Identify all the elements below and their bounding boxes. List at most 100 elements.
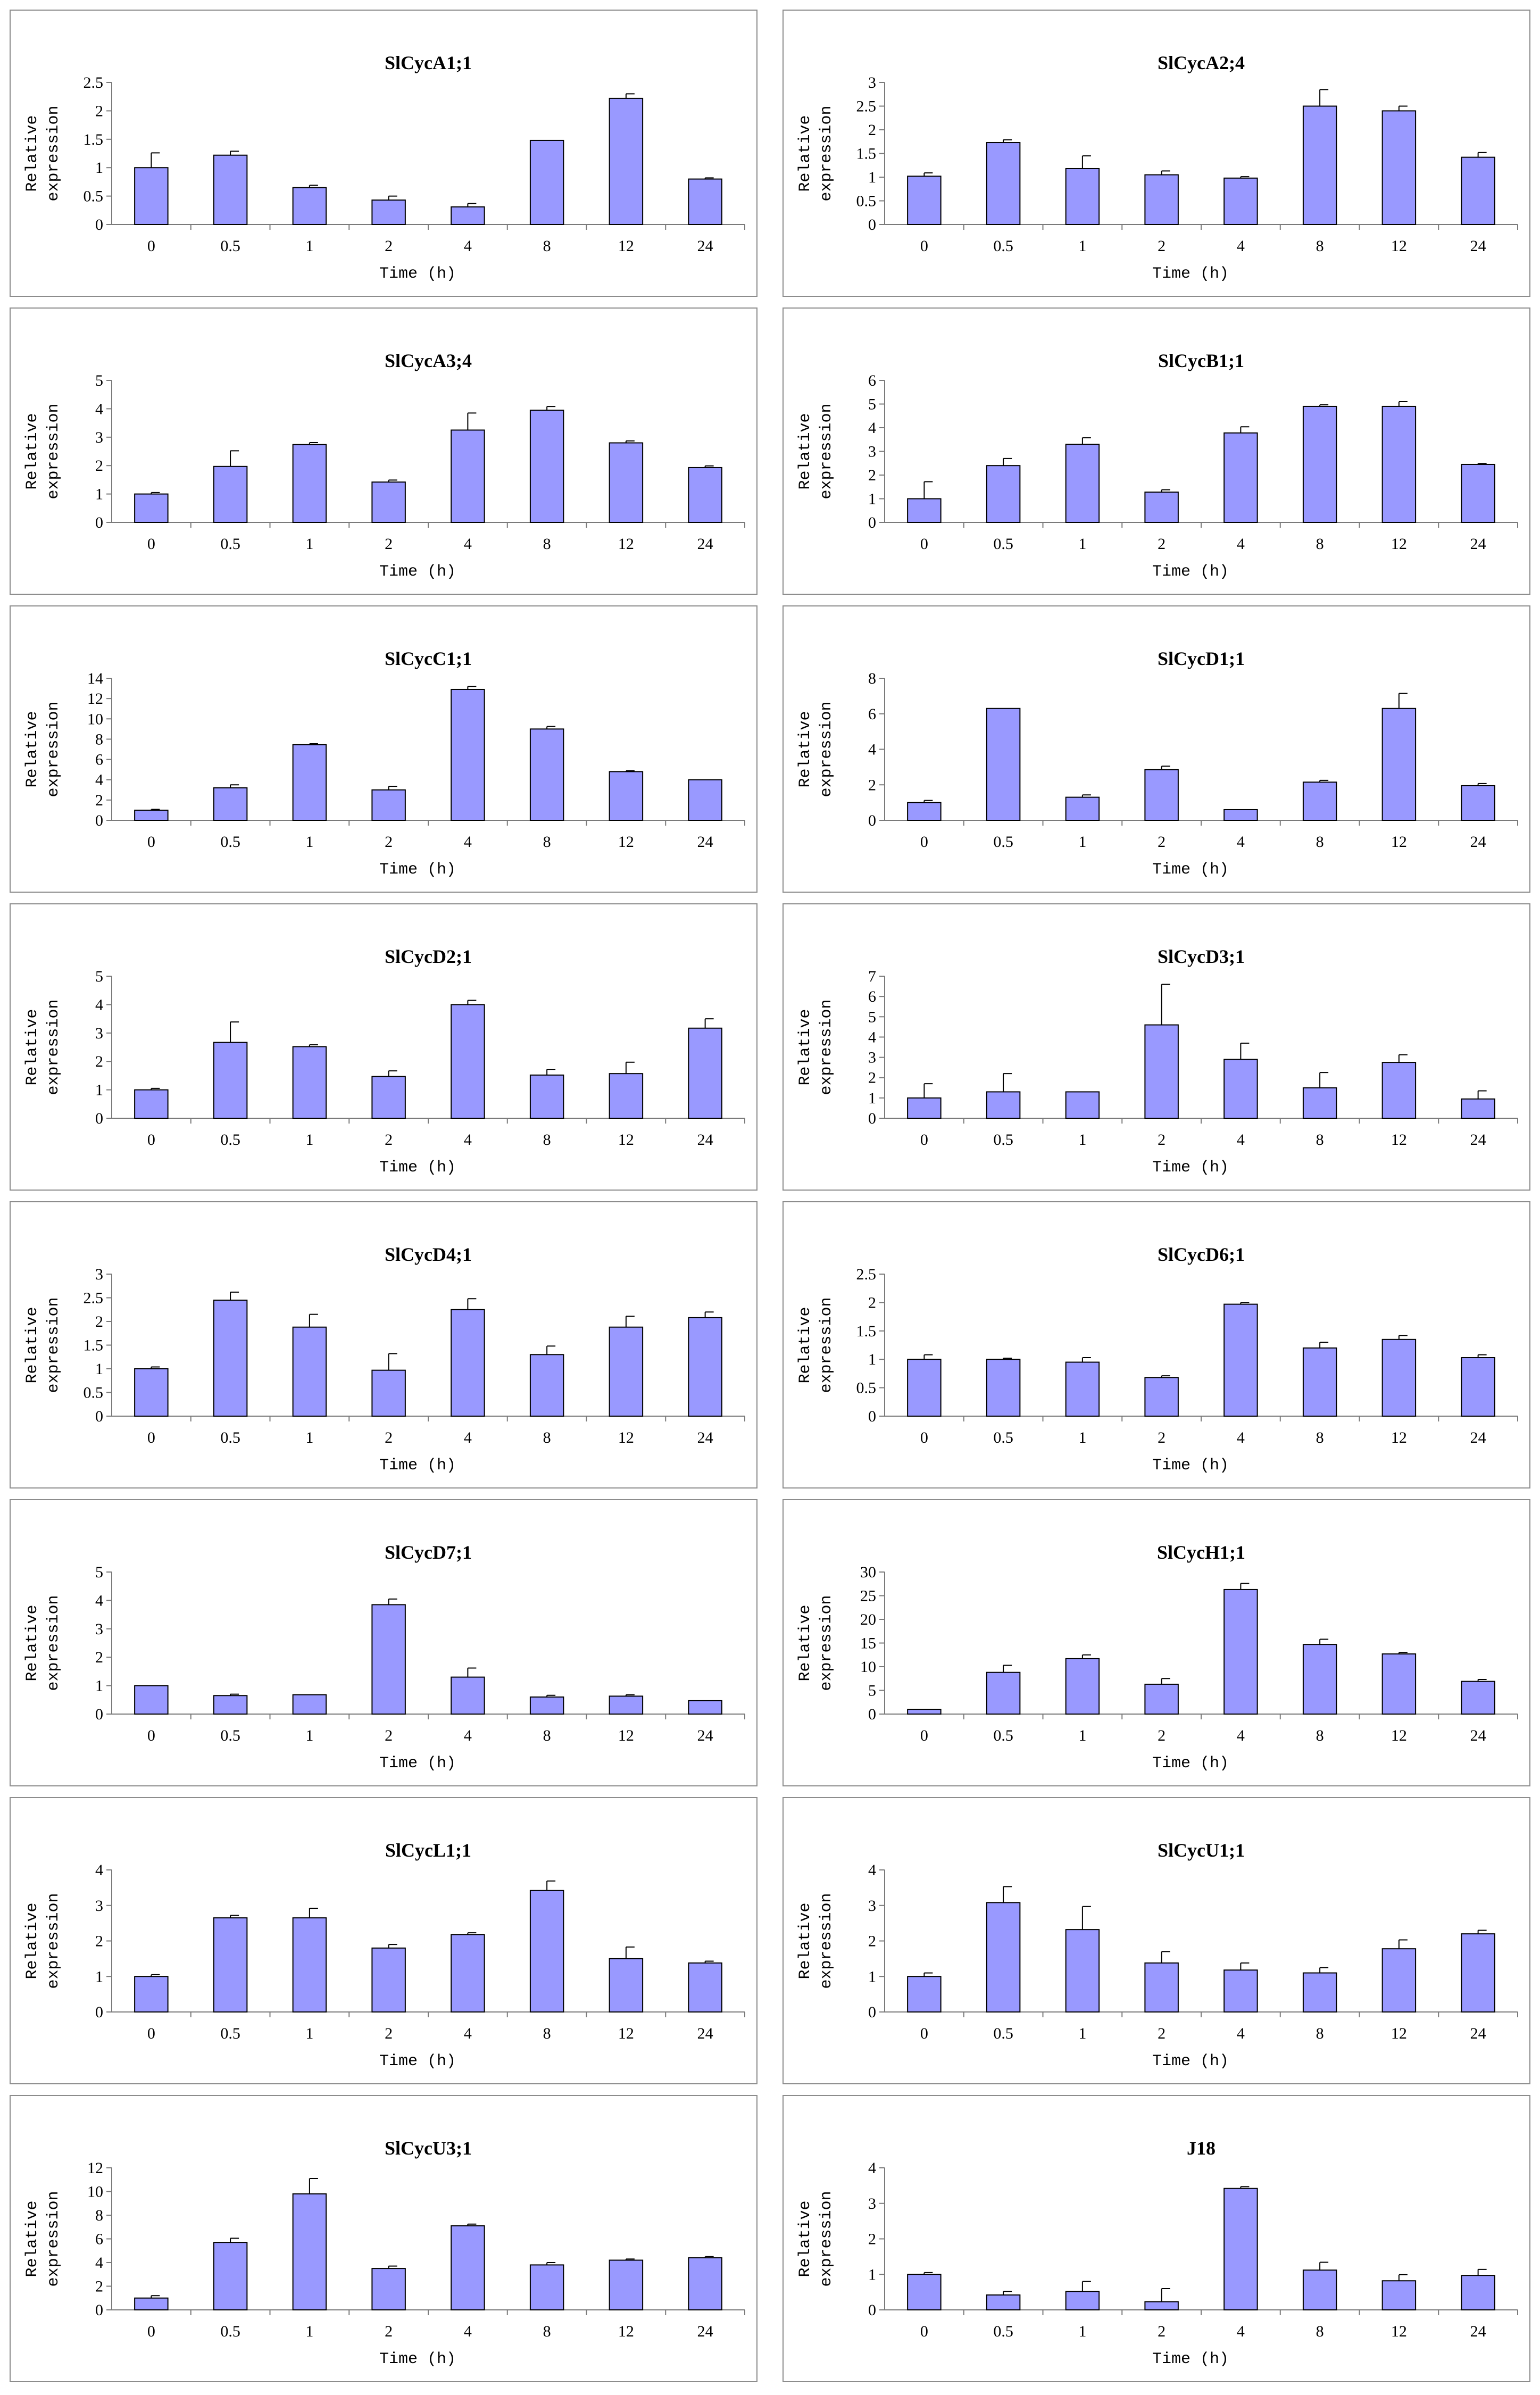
y-tick-label: 4 [95, 1861, 103, 1879]
y-tick-label: 3 [95, 1620, 103, 1638]
bar [1302, 405, 1337, 523]
x-tick-label: 1 [1078, 2025, 1086, 2042]
bar [529, 1890, 564, 2013]
chart-panel: SlCycD7;1 0 1 2 3 4 5 0 0.5 1 2 4 8 12 24 Time (h) Relat… [10, 1499, 757, 1786]
x-tick-label: 24 [1470, 2025, 1486, 2042]
chart-title: SlCycD1;1 [1158, 648, 1245, 669]
y-tick-label: 30 [860, 1564, 876, 1581]
y-tick-label: 2 [95, 792, 103, 809]
y-axis-label: Relative [796, 413, 814, 489]
chart-panel: SlCycU3;1 0 2 4 6 8 10 12 0 0.5 1 2 4 8 12 24 Time (h) Re… [10, 2095, 757, 2382]
x-tick-label: 4 [1237, 1131, 1245, 1149]
y-tick-label: 5 [868, 396, 876, 413]
y-tick-label: 0 [868, 1110, 876, 1127]
x-tick-label: 0.5 [220, 1727, 240, 1744]
bar [451, 1004, 485, 1119]
bar [1381, 708, 1417, 821]
x-tick-label: 1 [1078, 237, 1086, 255]
bar [371, 1076, 406, 1119]
y-tick-label: 8 [95, 2207, 103, 2224]
y-tick-label: 1 [868, 2266, 876, 2283]
x-tick-label: 24 [697, 833, 713, 851]
y-axis-label: expression [45, 701, 63, 797]
x-tick-label: 2 [385, 237, 393, 255]
bar [1144, 1024, 1179, 1119]
chart-panel: SlCycD1;1 0 2 4 6 8 0 0.5 1 2 4 8 12 24 Time (h) Relati… [783, 605, 1530, 893]
x-tick-label: 24 [697, 1131, 713, 1149]
y-tick-label: 8 [868, 670, 876, 687]
bar [609, 1958, 644, 2013]
bar [529, 139, 564, 225]
y-tick-label: 6 [95, 2231, 103, 2248]
y-axis-label: Relative [23, 1604, 41, 1681]
y-axis-label: expression [818, 1297, 836, 1393]
y-tick-label: 20 [860, 1611, 876, 1628]
y-tick-label: 0 [868, 812, 876, 829]
bar [1381, 110, 1417, 225]
chart-title: SlCycU1;1 [1158, 1840, 1245, 1861]
x-tick-label: 12 [1391, 1131, 1407, 1149]
x-tick-label: 8 [543, 833, 551, 851]
bar [1065, 1929, 1100, 2013]
chart-panel: SlCycC1;1 0 2 4 6 8 10 12 14 0 0.5 1 2 4 8 12 24 Time (h)… [10, 605, 757, 893]
y-tick-label: 3 [868, 443, 876, 461]
y-tick-label: 0.5 [856, 193, 877, 210]
y-axis-label: expression [45, 403, 63, 499]
bar [371, 2268, 406, 2310]
bar [609, 442, 644, 523]
bar [688, 1317, 722, 1417]
bar [1302, 1087, 1337, 1119]
x-axis-label: Time (h) [379, 1159, 456, 1177]
x-tick-label: 24 [697, 237, 713, 255]
y-tick-label: 0.5 [84, 1384, 104, 1402]
x-axis-label: Time (h) [379, 563, 456, 581]
y-tick-label: 1 [868, 490, 876, 508]
x-tick-label: 1 [305, 2025, 313, 2042]
bar [1144, 1683, 1179, 1715]
x-tick-label: 4 [1237, 1727, 1245, 1744]
x-tick-label: 0 [920, 237, 928, 255]
y-tick-label: 6 [868, 988, 876, 1005]
x-tick-label: 12 [618, 535, 634, 553]
y-axis-label: Relative [796, 1604, 814, 1681]
bar [529, 1074, 564, 1119]
x-tick-label: 12 [1391, 237, 1407, 255]
chart-title: SlCycA3;4 [385, 350, 472, 371]
y-axis-label: Relative [23, 115, 41, 192]
x-tick-label: 12 [1391, 1429, 1407, 1446]
y-axis-label: Relative [23, 711, 41, 787]
y-axis-label: expression [818, 105, 836, 201]
y-tick-label: 1 [95, 1360, 103, 1378]
x-tick-label: 0 [920, 1131, 928, 1149]
y-axis-label: expression [45, 999, 63, 1095]
chart-title: SlCycD3;1 [1158, 946, 1245, 967]
x-tick-label: 8 [543, 535, 551, 553]
bar [1065, 796, 1100, 821]
y-tick-label: 3 [95, 1897, 103, 1915]
bar [292, 1046, 327, 1119]
x-tick-label: 1 [305, 2323, 313, 2340]
y-tick-label: 2.5 [84, 74, 104, 92]
y-tick-label: 8 [95, 730, 103, 748]
bar [1461, 1357, 1495, 1417]
y-tick-label: 5 [95, 1564, 103, 1581]
y-tick-label: 0.5 [856, 1379, 877, 1397]
chart-panel: SlCycD4;1 0 0.5 1 1.5 2 2.5 3 0 0.5 1 2 4 8 12 24 Time (… [10, 1201, 757, 1488]
x-tick-label: 2 [1158, 535, 1166, 553]
bar [213, 1695, 248, 1715]
x-tick-label: 4 [1237, 1429, 1245, 1446]
x-tick-label: 8 [1316, 1131, 1324, 1149]
bar [134, 1685, 169, 1715]
chart-panel: SlCycA3;4 0 1 2 3 4 5 0 0.5 1 2 4 8 12 24 Time (h) Relat… [10, 307, 757, 595]
bar [292, 2193, 327, 2310]
x-tick-label: 0 [920, 1429, 928, 1446]
x-tick-label: 1 [1078, 1131, 1086, 1149]
bar [371, 1604, 406, 1715]
bar [371, 1369, 406, 1417]
bar [292, 187, 327, 225]
bar [451, 429, 485, 523]
bar [1144, 769, 1179, 821]
